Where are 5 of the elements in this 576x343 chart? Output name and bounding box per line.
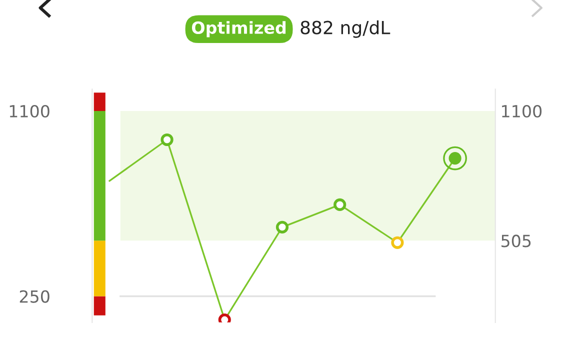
chart-title: Optimized xyxy=(192,21,286,38)
y2-tick-label: 1100 xyxy=(502,104,542,118)
y-tick-label: 250 xyxy=(20,290,50,303)
y2-tick-label: 505 xyxy=(502,234,531,248)
chart-subtitle: 882 ng/dL xyxy=(300,20,390,38)
